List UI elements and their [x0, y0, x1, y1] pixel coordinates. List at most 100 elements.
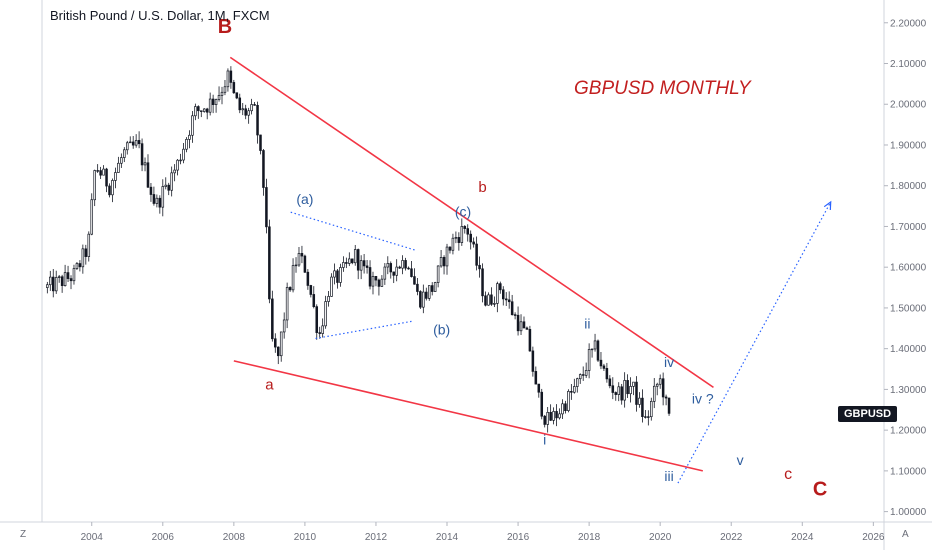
candle-body [244, 108, 247, 116]
candle-body [306, 271, 310, 286]
candle-body [63, 272, 67, 287]
candle-body [490, 294, 493, 305]
candle-body [108, 185, 111, 196]
candle-body [469, 233, 472, 243]
candle-body [339, 267, 342, 283]
wave-label: iv [664, 354, 674, 370]
candle-body [472, 241, 475, 245]
triangle-line-1 [290, 211, 416, 251]
candle-body [155, 197, 159, 204]
candle-body [534, 371, 538, 385]
candle-body [416, 283, 419, 292]
wave-label: i [543, 431, 546, 447]
candle-body [386, 263, 390, 268]
candle-body [581, 374, 585, 376]
x-tick-label: 2026 [862, 532, 885, 543]
candle-body [389, 263, 393, 273]
wave-label: a [265, 376, 274, 393]
candle-body [504, 298, 508, 301]
candle-body [457, 237, 461, 243]
candle-body [238, 97, 242, 111]
y-tick-label: 1.50000 [890, 303, 927, 314]
candle-body [226, 70, 230, 88]
candle-body [661, 378, 665, 398]
candle-body [501, 289, 505, 300]
candle-body [525, 327, 529, 330]
wave-label: (b) [433, 321, 450, 337]
x-tick-label: 2010 [294, 532, 317, 543]
candle-body [315, 306, 319, 333]
zoom-toggle-icon[interactable]: Z [20, 529, 27, 540]
x-tick-label: 2024 [791, 532, 814, 543]
candle-body [84, 248, 88, 257]
candle-body [567, 391, 570, 412]
candle-body [635, 381, 638, 405]
candle-body [641, 397, 644, 418]
candle-body [614, 392, 618, 395]
candle-body [279, 331, 283, 357]
candle-layer [46, 66, 671, 433]
candle-body [282, 319, 286, 333]
candle-body [365, 265, 369, 268]
candle-body [433, 282, 437, 292]
candle-body [454, 237, 458, 239]
x-tick-label: 2020 [649, 532, 672, 543]
x-tick-label: 2018 [578, 532, 601, 543]
candle-body [241, 108, 244, 111]
x-tick-label: 2004 [81, 532, 104, 543]
candle-body [549, 411, 552, 421]
candle-body [496, 283, 499, 304]
projection-arrow-head [823, 200, 832, 211]
candle-body [134, 140, 138, 146]
candle-body [99, 170, 102, 176]
candle-body [291, 265, 295, 291]
candle-body [167, 184, 170, 191]
candle-body [540, 391, 544, 417]
trendline-lower [233, 360, 703, 472]
candle-body [611, 385, 615, 393]
candle-body [78, 263, 82, 268]
candle-body [327, 296, 330, 302]
wave-label: iii [664, 468, 673, 484]
candle-body [294, 264, 298, 267]
y-tick-label: 1.10000 [890, 466, 927, 477]
candle-body [353, 249, 357, 264]
y-tick-label: 1.80000 [890, 181, 927, 192]
candle-body [191, 115, 194, 136]
x-tick-label: 2016 [507, 532, 530, 543]
candle-body [208, 98, 212, 113]
candle-body [652, 385, 656, 402]
candle-body [576, 378, 579, 387]
candle-body [463, 226, 467, 229]
candle-body [516, 314, 520, 332]
candle-body [125, 142, 129, 151]
x-tick-label: 2022 [720, 532, 743, 543]
candle-body [487, 294, 490, 306]
candle-body [422, 291, 425, 308]
candle-body [143, 162, 147, 166]
candle-body [493, 303, 496, 305]
candle-body [288, 287, 292, 291]
candle-body [128, 141, 132, 144]
candle-body [57, 276, 61, 278]
candle-body [75, 263, 79, 269]
candle-body [602, 365, 606, 369]
candle-body [49, 276, 52, 286]
candle-body [359, 260, 363, 271]
auto-scale-toggle-icon[interactable]: A [902, 529, 909, 540]
candle-body [644, 416, 647, 418]
candle-body [140, 143, 144, 166]
candle-body [620, 386, 623, 401]
symbol-title: British Pound / U.S. Dollar, 1M, FXCM [50, 8, 270, 23]
candle-body [570, 391, 573, 393]
candle-body [164, 184, 168, 187]
candle-body [188, 134, 191, 140]
candle-body [111, 180, 114, 196]
candle-body [54, 277, 58, 292]
candle-body [253, 104, 256, 106]
candle-body [297, 253, 301, 266]
candle-body [120, 157, 123, 164]
wave-label: (a) [296, 191, 313, 207]
candle-body [152, 194, 156, 204]
